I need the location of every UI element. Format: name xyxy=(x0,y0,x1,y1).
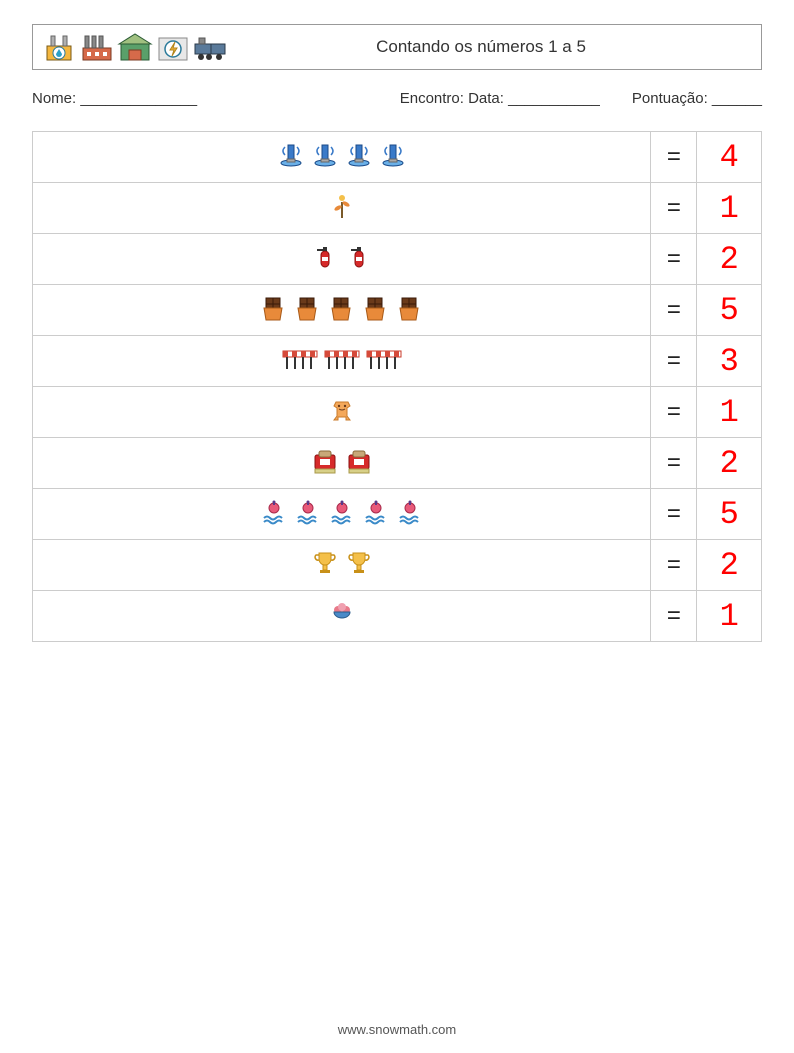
nome-label: Nome: ______________ xyxy=(32,90,197,107)
trophy-icon xyxy=(345,549,373,577)
equals-cell: = xyxy=(651,591,697,642)
equals-cell: = xyxy=(651,285,697,336)
factory-icon xyxy=(79,30,115,64)
equals-cell: = xyxy=(651,438,697,489)
warehouse-icon xyxy=(117,30,153,64)
table-row: =3 xyxy=(33,336,762,387)
answer-cell: 5 xyxy=(697,285,762,336)
table-row: =4 xyxy=(33,132,762,183)
buoy-icon xyxy=(294,498,322,526)
answer-cell: 2 xyxy=(697,438,762,489)
equals-cell: = xyxy=(651,489,697,540)
encontro-label: Encontro: Data: ___________ xyxy=(400,90,600,107)
equals-cell: = xyxy=(651,387,697,438)
icons-cell xyxy=(33,591,651,642)
icons-cell xyxy=(33,234,651,285)
table-row: =1 xyxy=(33,591,762,642)
answer-cell: 5 xyxy=(697,489,762,540)
answer-cell: 1 xyxy=(697,387,762,438)
train-icon xyxy=(193,30,229,64)
table-row: =1 xyxy=(33,183,762,234)
answer-cell: 2 xyxy=(697,540,762,591)
answer-cell: 1 xyxy=(697,183,762,234)
equals-cell: = xyxy=(651,540,697,591)
buoy-icon xyxy=(260,498,288,526)
footer-text: www.snowmath.com xyxy=(0,1022,794,1037)
buoy-icon xyxy=(396,498,424,526)
table-row: =2 xyxy=(33,234,762,285)
chocolate-icon xyxy=(396,294,424,322)
info-row: Nome: ______________ Encontro: Data: ___… xyxy=(32,90,762,107)
power-plant-icon xyxy=(155,30,191,64)
icecream-icon xyxy=(328,600,356,628)
equals-cell: = xyxy=(651,234,697,285)
fountain-icon xyxy=(311,141,339,169)
icons-cell xyxy=(33,183,651,234)
header-icons xyxy=(41,30,229,64)
extinguisher-icon xyxy=(345,243,373,271)
table-row: =1 xyxy=(33,387,762,438)
trophy-icon xyxy=(311,549,339,577)
table-row: =2 xyxy=(33,540,762,591)
equals-cell: = xyxy=(651,336,697,387)
icons-cell xyxy=(33,336,651,387)
toaster-icon xyxy=(345,447,373,475)
onesie-icon xyxy=(328,396,356,424)
icons-cell xyxy=(33,285,651,336)
icons-cell xyxy=(33,132,651,183)
buoy-icon xyxy=(328,498,356,526)
chocolate-icon xyxy=(362,294,390,322)
page-title: Contando os números 1 a 5 xyxy=(229,37,753,57)
answer-cell: 1 xyxy=(697,591,762,642)
barrier-icon xyxy=(324,345,360,373)
plant-icon xyxy=(328,192,356,220)
fountain-icon xyxy=(379,141,407,169)
chocolate-icon xyxy=(328,294,356,322)
chocolate-icon xyxy=(260,294,288,322)
answer-cell: 3 xyxy=(697,336,762,387)
icons-cell xyxy=(33,489,651,540)
worksheet-table: =4=1=2=5=3=1=2=5=2=1 xyxy=(32,131,762,642)
icons-cell xyxy=(33,540,651,591)
answer-cell: 2 xyxy=(697,234,762,285)
buoy-icon xyxy=(362,498,390,526)
fountain-icon xyxy=(345,141,373,169)
barrier-icon xyxy=(282,345,318,373)
pontuacao-label: Pontuação: ______ xyxy=(632,90,762,107)
extinguisher-icon xyxy=(311,243,339,271)
equals-cell: = xyxy=(651,132,697,183)
oil-drop-factory-icon xyxy=(41,30,77,64)
equals-cell: = xyxy=(651,183,697,234)
table-row: =2 xyxy=(33,438,762,489)
table-row: =5 xyxy=(33,489,762,540)
table-row: =5 xyxy=(33,285,762,336)
answer-cell: 4 xyxy=(697,132,762,183)
toaster-icon xyxy=(311,447,339,475)
icons-cell xyxy=(33,387,651,438)
fountain-icon xyxy=(277,141,305,169)
chocolate-icon xyxy=(294,294,322,322)
icons-cell xyxy=(33,438,651,489)
header-box: Contando os números 1 a 5 xyxy=(32,24,762,70)
barrier-icon xyxy=(366,345,402,373)
